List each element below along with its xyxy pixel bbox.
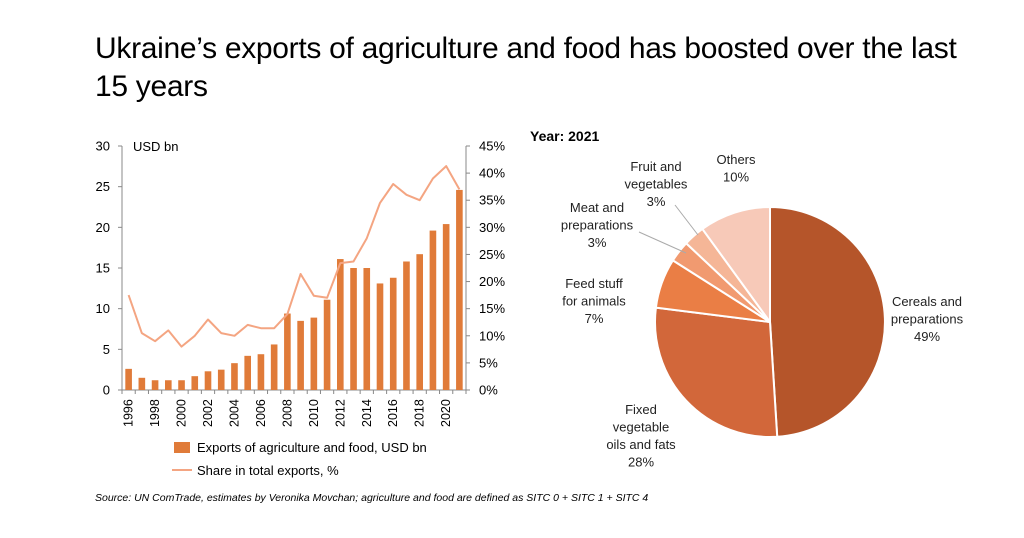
pie-slice-label: Fixed	[625, 402, 657, 417]
bar	[178, 380, 185, 390]
bar	[389, 277, 397, 390]
bar	[257, 354, 265, 390]
x-tick-label: 2014	[360, 399, 374, 427]
right-tick-label: 20%	[479, 274, 505, 289]
pie-slice-label: 28%	[628, 455, 654, 470]
bar	[231, 363, 238, 390]
pie-slice-label: 49%	[914, 329, 940, 344]
bar	[363, 268, 371, 390]
right-tick-label: 15%	[479, 301, 505, 316]
left-tick-label: 30	[96, 139, 110, 154]
bar	[284, 313, 291, 390]
pie-slice-label: preparations	[891, 312, 964, 327]
bar	[442, 224, 450, 390]
pie-slice-label: vegetables	[625, 177, 688, 192]
right-tick-label: 35%	[479, 193, 505, 208]
x-tick-label: 2010	[307, 399, 321, 427]
right-tick-label: 10%	[479, 328, 505, 343]
bar	[416, 254, 423, 390]
pie-slice-label: 3%	[647, 194, 666, 209]
x-tick-label: 2006	[254, 399, 268, 427]
x-tick-label: 2016	[386, 399, 400, 427]
pie-leader-line	[638, 231, 687, 254]
pie-slice-label: 3%	[588, 235, 607, 250]
source-note: Source: UN ComTrade, estimates by Veroni…	[95, 492, 649, 504]
legend-bar-label: Exports of agriculture and food, USD bn	[197, 440, 427, 455]
pie-slice-label: Feed stuff	[565, 276, 623, 291]
pie-leader-line	[674, 204, 699, 236]
bar	[456, 189, 463, 390]
right-tick-label: 30%	[479, 220, 505, 235]
left-tick-label: 25	[96, 179, 110, 194]
x-tick-label: 2018	[413, 399, 427, 427]
bar	[310, 317, 318, 390]
x-tick-label: 2012	[333, 399, 347, 427]
share-line	[127, 165, 461, 348]
right-tick-label: 45%	[479, 139, 505, 154]
pie-slice	[654, 306, 779, 438]
pie-slice-label: Meat and	[570, 200, 624, 215]
page-title: Ukraine’s exports of agriculture and foo…	[95, 32, 957, 103]
x-tick-label: 2002	[201, 399, 215, 427]
left-tick-label: 10	[96, 301, 110, 316]
bar	[403, 261, 410, 390]
bar	[376, 283, 384, 390]
right-tick-label: 25%	[479, 247, 505, 262]
bar	[244, 355, 251, 390]
left-tick-label: 5	[103, 342, 110, 357]
pie-slice-label: 10%	[723, 170, 749, 185]
bar	[125, 368, 132, 390]
bar	[165, 380, 172, 390]
bar	[138, 377, 146, 390]
left-tick-label: 15	[96, 261, 110, 276]
x-tick-label: 1996	[122, 399, 136, 427]
x-tick-label: 2008	[280, 399, 294, 427]
pie-slice	[769, 205, 886, 438]
x-tick-label: 1998	[148, 399, 162, 427]
left-tick-label: 20	[96, 220, 110, 235]
pie-slice-label: for animals	[562, 294, 626, 309]
combo-chart: 0 5 10 15 20 25 30 0% 5% 10% 15% 20% 25% 30% 35% 40% 45%…	[96, 139, 506, 479]
right-tick-label: 0%	[479, 383, 498, 398]
pie-title: Year: 2021	[530, 128, 599, 144]
bar	[151, 380, 159, 390]
pie-slice-label: Fruit and	[630, 159, 681, 174]
bar	[217, 369, 225, 390]
bar	[350, 268, 357, 390]
pie-slice-label: 7%	[585, 311, 604, 326]
bar	[204, 371, 212, 390]
pie-slice-label: preparations	[561, 218, 634, 233]
x-tick-label: 2000	[175, 399, 189, 427]
x-tick-label: 2004	[227, 399, 241, 427]
legend-bar-swatch	[174, 442, 190, 453]
bar	[297, 320, 304, 390]
pie-slice-label: oils and fats	[606, 437, 676, 452]
legend-line-label: Share in total exports, %	[197, 463, 339, 478]
bar	[270, 344, 278, 390]
pie-slice-label: Others	[716, 152, 756, 167]
bar	[429, 230, 437, 390]
x-tick-label: 2020	[439, 399, 453, 427]
left-tick-label: 0	[103, 383, 110, 398]
pie-slice-label: Cereals and	[892, 294, 962, 309]
bar	[337, 259, 344, 390]
pie-chart: Year: 2021 Cereals and preparations 49% Fixe…	[530, 128, 964, 470]
bar	[323, 299, 331, 390]
pie-slice	[701, 205, 771, 326]
pie-slice-label: vegetable	[613, 420, 669, 435]
bar	[191, 376, 199, 390]
right-tick-label: 40%	[479, 166, 505, 181]
right-tick-label: 5%	[479, 355, 498, 370]
unit-label: USD bn	[133, 139, 179, 154]
